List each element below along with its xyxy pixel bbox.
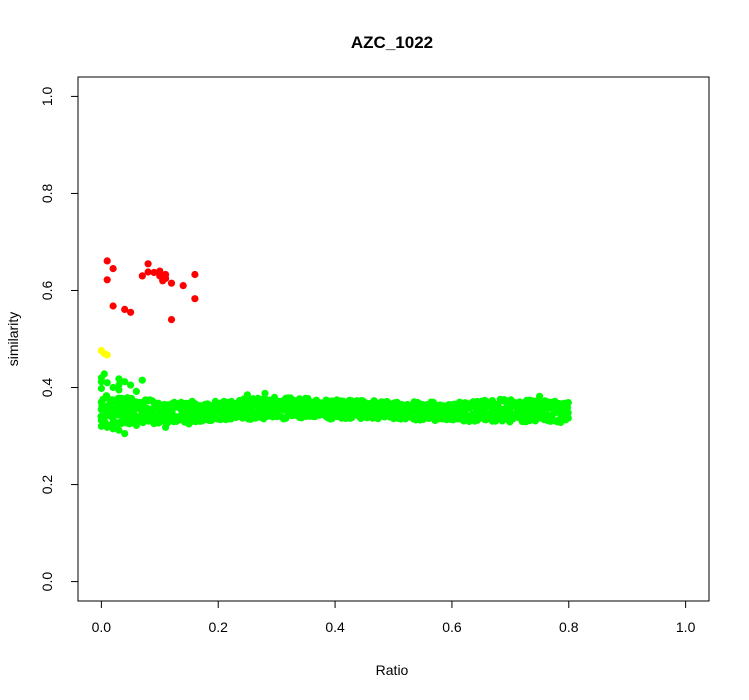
data-point: [150, 268, 158, 277]
x-tick-label: 1.0: [676, 619, 696, 635]
data-point: [564, 399, 572, 407]
x-tick-label: 0.4: [325, 619, 345, 635]
data-point: [109, 418, 117, 427]
data-point: [100, 370, 108, 378]
data-point: [115, 386, 123, 394]
data-point: [103, 257, 111, 265]
data-point: [243, 391, 251, 399]
data-point: [109, 302, 117, 310]
data-point: [109, 383, 117, 392]
data-point: [109, 265, 117, 273]
yellow-series: [97, 347, 111, 359]
x-axis-label: Ratio: [376, 662, 409, 678]
data-point: [97, 398, 105, 406]
y-axis: 0.0 0.2 0.4 0.6 0.8 1.0: [39, 86, 79, 592]
y-tick-label: 0.2: [39, 475, 55, 495]
data-point: [127, 381, 135, 389]
x-tick-label: 0.0: [92, 619, 112, 635]
x-tick-label: 0.2: [208, 619, 228, 635]
data-point: [159, 277, 167, 285]
data-point: [109, 425, 117, 433]
data-point: [127, 308, 135, 316]
data-point: [261, 389, 269, 397]
chart-title: AZC_1022: [351, 33, 433, 52]
data-point: [179, 282, 187, 290]
data-point: [97, 405, 105, 413]
data-point: [156, 267, 164, 275]
data-point: [121, 305, 129, 313]
data-point: [144, 268, 152, 276]
data-point: [121, 430, 129, 438]
data-point: [162, 423, 170, 431]
data-point: [191, 295, 199, 303]
data-point: [97, 384, 105, 393]
y-tick-label: 0.0: [39, 572, 55, 592]
y-tick-label: 1.0: [39, 86, 55, 106]
data-point: [115, 375, 123, 383]
data-point: [103, 351, 111, 359]
data-point: [144, 411, 152, 419]
data-point: [97, 422, 105, 430]
data-point: [121, 378, 129, 386]
data-point: [97, 378, 105, 386]
data-point: [167, 279, 176, 287]
data-point: [536, 392, 544, 400]
green-series: [97, 370, 572, 438]
data-point: [97, 416, 105, 425]
plot-frame: [77, 76, 710, 602]
data-point: [138, 272, 146, 280]
data-point: [103, 423, 111, 431]
data-point: [103, 379, 111, 387]
data-point: [103, 402, 111, 410]
data-point: [167, 316, 176, 324]
data-point: [191, 270, 199, 279]
y-tick-label: 0.8: [39, 184, 55, 204]
x-axis: 0.0 0.2 0.4 0.6 0.8 1.0: [92, 600, 696, 635]
data-point: [121, 408, 129, 416]
data-point: [185, 420, 193, 428]
data-point: [132, 421, 140, 429]
data-point: [103, 276, 111, 284]
data-point: [115, 426, 123, 434]
data-point: [138, 376, 146, 384]
x-tick-label: 0.6: [442, 619, 462, 635]
x-tick-label: 0.8: [559, 619, 579, 635]
red-series: [103, 257, 199, 324]
data-point: [132, 387, 140, 395]
y-tick-label: 0.6: [39, 281, 55, 301]
y-tick-label: 0.4: [39, 378, 55, 398]
data-point: [564, 414, 572, 422]
data-point: [144, 260, 152, 268]
y-axis-label: similarity: [5, 312, 21, 366]
